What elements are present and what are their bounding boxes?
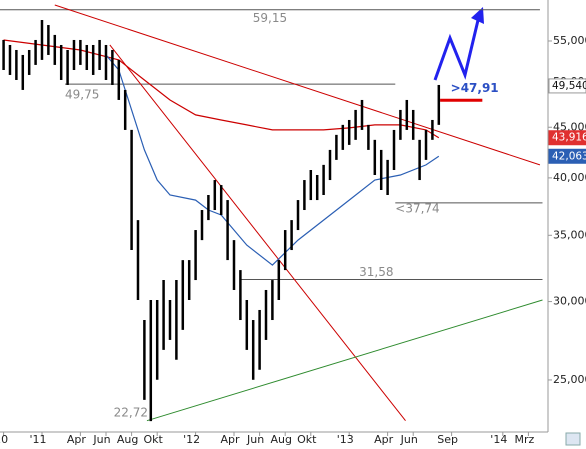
trendline (54, 4, 541, 166)
x-tick-label: Apr (67, 433, 87, 446)
x-tick-label: '13 (337, 433, 354, 446)
forecast-arrow (433, 15, 481, 81)
x-tick-label: Sep (437, 433, 458, 446)
level-label: 59,15 (253, 11, 287, 25)
last-value-label: 49,540 (552, 80, 586, 92)
x-tick-label: Aug (270, 433, 291, 446)
x-tick-label: Apr (374, 433, 394, 446)
x-tick-label: Jun (92, 433, 110, 446)
last-value-box (548, 130, 586, 146)
x-tick-label: '11 (29, 433, 46, 446)
last-value-label: 42,063 (552, 150, 586, 162)
x-tick-label: Jun (246, 433, 264, 446)
y-tick-label: 55,000 (553, 34, 586, 47)
level-label: 22,72 (114, 406, 148, 420)
arrow-head (471, 7, 484, 24)
y-tick-label: 30,000 (553, 295, 586, 308)
trendline (109, 44, 406, 422)
x-tick-label: '14 (490, 433, 507, 446)
y-tick-label: 45,000 (553, 120, 586, 133)
level-label: 31,58 (359, 265, 393, 279)
level-label: 49,75 (65, 88, 99, 102)
x-tick-label: '10 (0, 433, 8, 446)
trendline (146, 299, 543, 422)
level-label: <37,74 (395, 201, 439, 215)
x-tick-label: Okt (144, 433, 164, 446)
last-value-box (548, 148, 586, 164)
x-tick-label: Apr (220, 433, 240, 446)
y-tick-label: 35,000 (553, 228, 586, 241)
y-tick-label: 25,000 (553, 373, 586, 386)
last-value-label: 43,916 (552, 132, 586, 144)
last-value-box (548, 78, 586, 94)
x-tick-label: Okt (297, 433, 317, 446)
level-label: >47,91 (451, 81, 499, 95)
x-tick-label: Aug (117, 433, 138, 446)
moving-average (105, 54, 440, 266)
x-tick-label: '12 (183, 433, 200, 446)
x-tick-label: Mrz (515, 433, 535, 446)
x-tick-label: Jun (400, 433, 418, 446)
corner-icon (565, 432, 581, 446)
y-tick-label: 40,000 (553, 171, 586, 184)
